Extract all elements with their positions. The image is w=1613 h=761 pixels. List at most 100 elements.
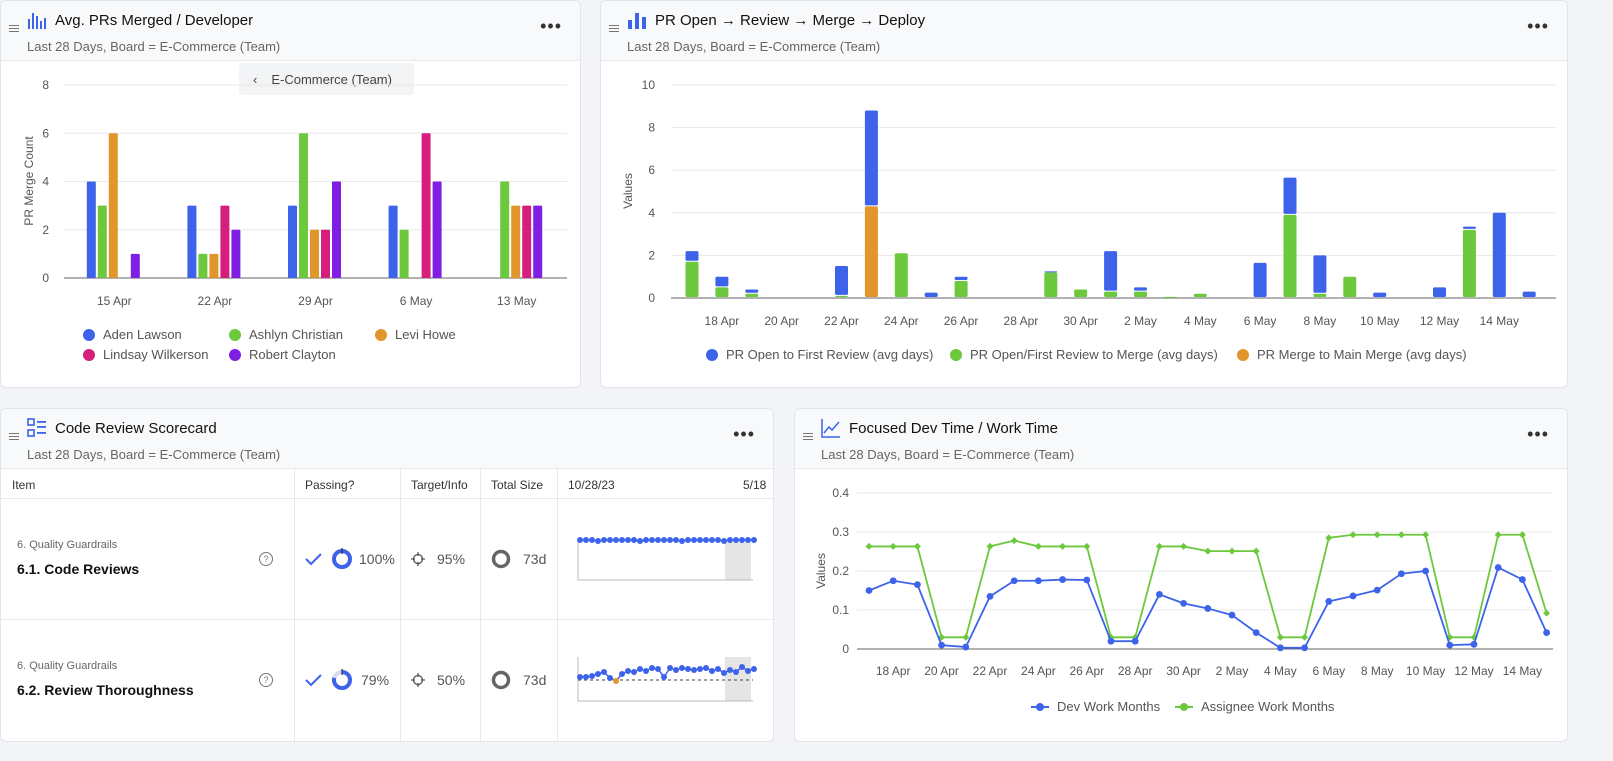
legend-item[interactable]: Lindsay Wilkerson [83, 347, 209, 362]
legend-item[interactable]: Robert Clayton [229, 347, 336, 362]
series-point [1519, 576, 1526, 583]
sparkline-point [601, 669, 607, 675]
panel-subtitle: Last 28 Days, Board = E-Commerce (Team) [27, 447, 281, 462]
help-icon[interactable]: ? [259, 673, 273, 687]
legend-item[interactable]: PR Merge to Main Merge (avg days) [1237, 347, 1467, 362]
scorecard-row[interactable]: 6. Quality Guardrails 6.2. Review Thorou… [1, 620, 773, 741]
x-tick-label: 20 Apr [924, 664, 959, 678]
legend-item[interactable]: Aden Lawson [83, 327, 182, 342]
sparkline-point [625, 668, 631, 674]
series-point [1010, 577, 1018, 585]
col-range-end: 5/18 [743, 478, 767, 492]
bar-segment [864, 206, 878, 297]
panel-focused-dev-time: Focused Dev Time / Work Time Last 28 Day… [794, 408, 1568, 742]
legend-item[interactable]: Ashlyn Christian [229, 327, 343, 342]
y-tick-label: 0 [648, 291, 655, 305]
y-tick-label: 2 [42, 223, 49, 237]
drag-handle-icon[interactable] [9, 433, 19, 441]
drag-handle-icon[interactable] [803, 433, 813, 441]
series-point [1543, 629, 1550, 637]
sparkline-point [739, 537, 745, 543]
drag-handle-icon[interactable] [9, 25, 19, 33]
series-point [986, 592, 994, 600]
x-tick-label: 15 Apr [97, 294, 132, 308]
panel-title: PR Open → Review → Merge → Deploy [655, 12, 926, 29]
row-item-name[interactable]: 6.2. Review Thoroughness [17, 682, 194, 698]
scorecard-header-row: Item Passing? Target/Info Total Size 10/… [1, 469, 773, 499]
y-tick-label: 8 [42, 78, 49, 92]
bar-segment [1462, 226, 1476, 229]
sparkline-point [589, 673, 595, 679]
bar-segment [1462, 229, 1476, 297]
sparkline-point [745, 537, 751, 543]
series-point [1204, 547, 1212, 555]
panel-pr-flow: PR Open → Review → Merge → Deploy Last 2… [600, 0, 1568, 388]
sparkline-point [673, 667, 679, 673]
breadcrumb-back-button[interactable]: ‹ E-Commerce (Team) [239, 63, 414, 95]
y-tick-label: 0.2 [832, 564, 849, 578]
bar [198, 253, 208, 278]
bar-segment [1074, 289, 1088, 297]
bar-segment [1283, 177, 1297, 214]
col-target[interactable]: Target/Info [411, 478, 468, 492]
focused-dev-time-chart: 0 0.1 0.2 0.3 0.4 Values 18 Apr 20 Apr 22 Apr 24 … [814, 486, 1553, 678]
x-tick-label: 12 May [1420, 314, 1459, 328]
x-tick-label: 22 Apr [198, 294, 233, 308]
legend-label: Levi Howe [395, 327, 456, 342]
x-tick-label: 14 May [1503, 664, 1542, 678]
more-options-icon[interactable]: ••• [540, 16, 562, 36]
help-icon[interactable]: ? [259, 552, 273, 566]
row-item-name[interactable]: 6.1. Code Reviews [17, 561, 140, 577]
legend-label: Assignee Work Months [1201, 699, 1335, 714]
bar-segment [1044, 271, 1058, 273]
x-tick-label: 18 Apr [876, 664, 911, 678]
bar-segment [745, 289, 759, 293]
col-item[interactable]: Item [12, 478, 36, 492]
x-tick-label: 12 May [1454, 664, 1493, 678]
scorecard-row[interactable]: 6. Quality Guardrails 6.1. Code Reviews … [1, 499, 773, 620]
bar-segment [835, 266, 848, 295]
legend-item[interactable]: PR Open to First Review (avg days) [706, 347, 933, 362]
sparkline-point [637, 666, 643, 672]
passing-value: 100% [359, 551, 395, 567]
col-total-size[interactable]: Total Size [491, 478, 544, 492]
y-axis-label: Values [621, 173, 635, 209]
series-point [1034, 542, 1042, 550]
y-tick-label: 0.1 [832, 603, 849, 617]
legend-marker [229, 348, 241, 361]
sparkline-point [739, 664, 745, 670]
bar-segment [1134, 287, 1147, 291]
sparkline-point [709, 537, 715, 543]
sparkline-point [727, 537, 733, 543]
series-point [1446, 641, 1454, 649]
sparkline-point [751, 666, 757, 672]
y-tick-label: 0 [842, 642, 849, 656]
x-tick-label: 22 Apr [973, 664, 1008, 678]
sparkline-point [679, 665, 685, 671]
x-tick-label: 30 Apr [1063, 314, 1098, 328]
sparkline-point [703, 665, 709, 671]
line-chart-icon [821, 419, 840, 438]
size-ring-icon [491, 549, 511, 569]
more-options-icon[interactable]: ••• [1527, 424, 1549, 444]
legend-item[interactable]: Dev Work Months [1031, 699, 1160, 714]
panel-header: Code Review Scorecard Last 28 Days, Boar… [1, 409, 773, 469]
series-point [1373, 531, 1381, 539]
col-passing[interactable]: Passing? [305, 478, 355, 492]
bar [388, 205, 398, 278]
legend-item[interactable]: Levi Howe [375, 327, 456, 342]
series-point [889, 542, 897, 550]
legend-item[interactable]: Assignee Work Months [1175, 699, 1334, 714]
sparkline-point [667, 537, 673, 543]
more-options-icon[interactable]: ••• [733, 424, 755, 444]
more-options-icon[interactable]: ••• [1527, 16, 1549, 36]
series-point [865, 587, 873, 594]
column-divider [400, 469, 401, 741]
series-point [1422, 531, 1430, 539]
drag-handle-icon[interactable] [609, 25, 619, 33]
column-divider [480, 469, 481, 741]
legend-item[interactable]: PR Open/First Review to Merge (avg days) [950, 347, 1218, 362]
bar [86, 181, 96, 278]
bar [299, 133, 308, 278]
sparkline-point [607, 537, 613, 543]
